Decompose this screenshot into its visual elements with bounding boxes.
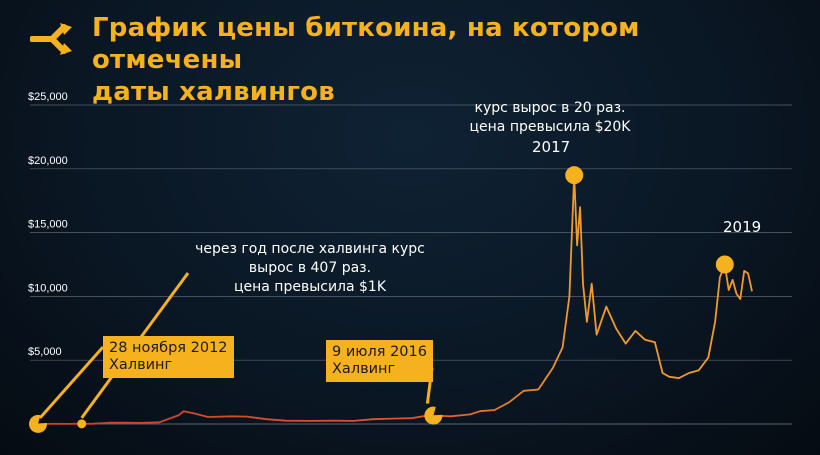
split-arrow-icon <box>30 23 72 55</box>
y-tick-label: $20,000 <box>28 155 68 167</box>
y-tick-label: $5,000 <box>28 346 62 358</box>
halving-2016-text: Халвинг <box>332 361 396 377</box>
page-title: График цены биткоина, на котором отмечен… <box>92 12 792 108</box>
chart-marker <box>77 419 87 429</box>
y-tick-label: $15,000 <box>28 219 68 231</box>
year-label-2019: 2019 <box>723 218 762 236</box>
halving-2012-text: Халвинг <box>109 357 173 373</box>
after-halving-line-2: вырос в 407 раз. <box>248 260 372 276</box>
chart-markers <box>29 166 734 433</box>
chart-marker <box>424 406 443 425</box>
after-halving-line-3: цена превысила $1K <box>233 279 387 295</box>
chart-marker <box>715 255 734 274</box>
halving-2012-date: 28 ноября 2012 <box>109 340 228 356</box>
y-tick-label: $25,000 <box>28 91 68 103</box>
after-halving-annotation: через год после халвинга курс вырос в 40… <box>185 240 435 297</box>
price-series-line <box>38 174 753 425</box>
y-axis-ticks: $5,000 $10,000 $15,000 $20,000 $25,000 <box>28 91 68 358</box>
y-tick-label: $10,000 <box>28 282 68 294</box>
halving-label-2012: 28 ноября 2012 Халвинг <box>103 336 234 378</box>
title-line-1: График цены биткоина, на котором отмечен… <box>92 13 640 75</box>
halving-label-2016: 9 июля 2016 Халвинг <box>326 340 433 382</box>
peak-2017-line-1: курс вырос в 20 раз. <box>474 100 626 116</box>
halving-2016-date: 9 июля 2016 <box>332 344 427 360</box>
chart-marker <box>565 166 584 185</box>
callout-line-halving-2012 <box>38 346 105 419</box>
peak-2017-annotation: курс вырос в 20 раз. цена превысила $20K <box>460 99 640 137</box>
chart-marker <box>29 414 47 433</box>
peak-2017-line-2: цена превысила $20K <box>469 119 631 135</box>
title-line-2: даты халвингов <box>92 77 335 107</box>
after-halving-line-1: через год после халвинга курс <box>195 241 425 257</box>
year-label-2017: 2017 <box>532 138 571 156</box>
